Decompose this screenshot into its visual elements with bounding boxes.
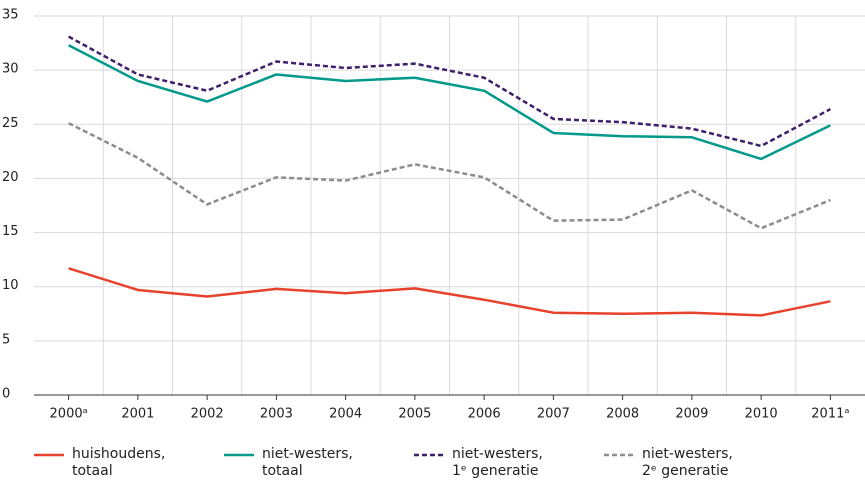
x-tick-label: 2003 — [260, 407, 293, 422]
y-tick-label: 35 — [2, 8, 19, 23]
legend-item: niet-westers, totaal — [224, 446, 414, 480]
x-tick-label: 2002 — [191, 407, 224, 422]
x-tick-label: 2009 — [675, 407, 708, 422]
legend-item: niet-westers, 2ᵉ generatie — [604, 446, 794, 480]
x-tick-label: 2008 — [606, 407, 639, 422]
y-tick-label: 25 — [2, 116, 19, 131]
legend: huishoudens, totaal niet-westers, totaal n… — [34, 446, 794, 480]
legend-swatch — [224, 453, 254, 457]
x-tick-label: 2001 — [121, 407, 154, 422]
legend-label: huishoudens, totaal — [72, 446, 166, 479]
x-tick-label: 2000ᵃ — [50, 407, 88, 422]
y-tick-label: 0 — [2, 387, 10, 402]
legend-item: huishoudens, totaal — [34, 446, 224, 480]
legend-swatch — [34, 453, 64, 457]
legend-swatch — [414, 453, 444, 457]
x-tick-label: 2005 — [398, 407, 431, 422]
legend-label: niet-westers, 2ᵉ generatie — [642, 446, 733, 479]
series-line — [68, 35, 831, 148]
y-tick-label: 20 — [2, 170, 19, 185]
x-tick-label: 2010 — [745, 407, 778, 422]
legend-item: niet-westers, 1ᵉ generatie — [414, 446, 604, 480]
legend-label: niet-westers, 1ᵉ generatie — [452, 446, 543, 479]
series-line — [68, 122, 831, 230]
y-tick-label: 5 — [2, 332, 10, 347]
legend-label: niet-westers, totaal — [262, 446, 353, 479]
legend-swatch — [604, 453, 634, 457]
series-line — [68, 44, 831, 161]
series-line — [68, 267, 831, 317]
chart: 0 5 10 15 20 25 30 35 2000ᵃ 2001 2002 2003 2004 2005 2… — [2, 8, 865, 422]
x-tick-label: 2006 — [468, 407, 501, 422]
y-tick-label: 15 — [2, 224, 19, 239]
x-tick-label: 2011ᵃ — [811, 407, 849, 422]
y-tick-label: 10 — [2, 278, 19, 293]
x-tick-label: 2007 — [537, 407, 570, 422]
y-tick-label: 30 — [2, 62, 19, 77]
x-tick-label: 2004 — [329, 407, 362, 422]
